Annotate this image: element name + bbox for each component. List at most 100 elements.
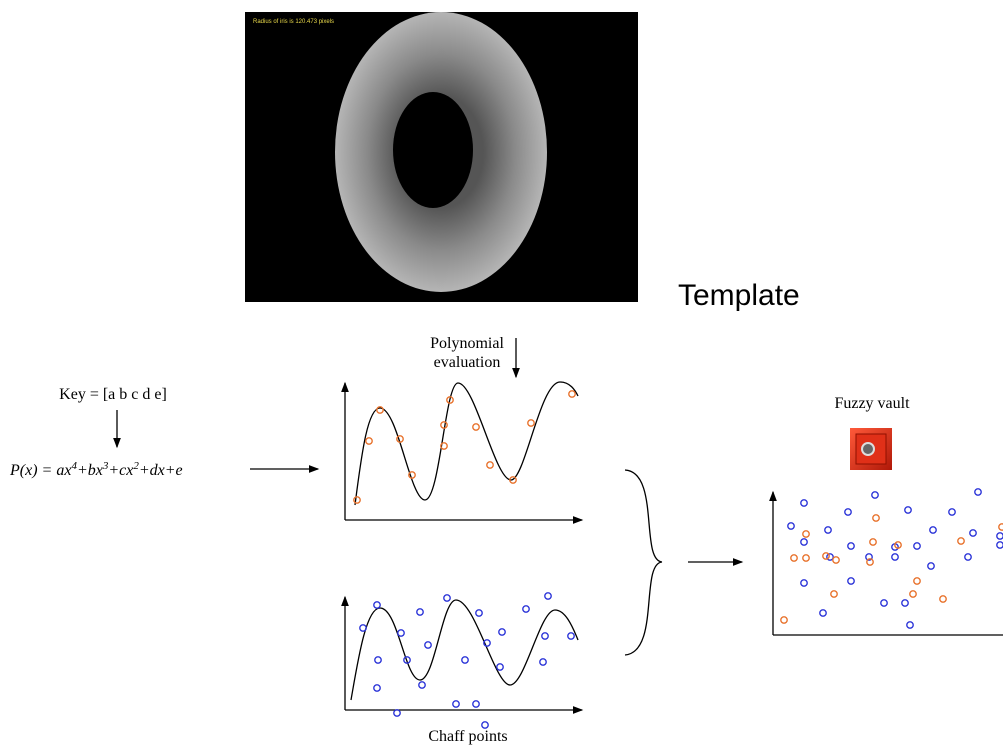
point	[496, 663, 504, 671]
point	[826, 553, 834, 561]
point	[472, 423, 480, 431]
point	[891, 553, 899, 561]
point	[906, 621, 914, 629]
point	[996, 532, 1003, 540]
point	[847, 577, 855, 585]
polynomial-curve	[354, 381, 579, 506]
point	[376, 406, 384, 414]
point	[396, 435, 404, 443]
point	[847, 542, 855, 550]
point	[939, 595, 947, 603]
point	[824, 526, 832, 534]
point	[800, 579, 808, 587]
point	[800, 538, 808, 546]
point	[527, 419, 535, 427]
point	[974, 488, 982, 496]
chaff-curve	[350, 599, 579, 701]
point	[832, 556, 840, 564]
point	[998, 523, 1003, 531]
equation: P(x) = ax4+bx3+cx2+dx+e	[9, 460, 183, 479]
point	[393, 709, 401, 717]
point	[844, 508, 852, 516]
point	[397, 629, 405, 637]
equation-part: +bx	[77, 462, 103, 479]
equation-part: +dx+e	[139, 462, 183, 479]
iris-caption: Radius of iris is 120.473 pixels	[253, 19, 334, 25]
vault-label: Fuzzy vault	[834, 395, 910, 412]
point	[475, 609, 483, 617]
point	[787, 522, 795, 530]
point	[800, 499, 808, 507]
point	[509, 476, 517, 484]
equation-part: P(x)	[9, 462, 38, 479]
point	[802, 554, 810, 562]
point	[929, 526, 937, 534]
point	[472, 700, 480, 708]
point	[440, 421, 448, 429]
point	[373, 601, 381, 609]
template-label: Template	[678, 279, 800, 312]
safe-icon	[850, 428, 892, 470]
point	[872, 514, 880, 522]
point	[374, 656, 382, 664]
point	[483, 639, 491, 647]
point	[894, 541, 902, 549]
point	[790, 554, 798, 562]
key-label: Key = [a b c d e]	[59, 386, 167, 403]
point	[866, 558, 874, 566]
point	[909, 590, 917, 598]
point	[948, 508, 956, 516]
evaluation-label: Polynomial	[430, 335, 504, 352]
point	[408, 471, 416, 479]
point	[446, 396, 454, 404]
point	[567, 632, 575, 640]
equation-part: 4	[71, 460, 77, 472]
point	[452, 700, 460, 708]
point	[443, 594, 451, 602]
equation-part: 2	[133, 460, 139, 472]
point	[403, 656, 411, 664]
point	[522, 605, 530, 613]
point	[904, 506, 912, 514]
point	[957, 537, 965, 545]
point	[541, 632, 549, 640]
point	[901, 599, 909, 607]
point	[461, 656, 469, 664]
point	[913, 542, 921, 550]
point	[568, 390, 576, 398]
equation-part: 3	[102, 460, 109, 472]
point	[373, 684, 381, 692]
point	[498, 628, 506, 636]
point	[996, 541, 1003, 549]
point	[780, 616, 788, 624]
point	[418, 681, 426, 689]
point	[365, 437, 373, 445]
point	[969, 529, 977, 537]
point	[964, 553, 972, 561]
equation-part: +cx	[108, 462, 133, 479]
point	[822, 552, 830, 560]
pupil	[393, 92, 473, 208]
point	[486, 461, 494, 469]
point	[416, 608, 424, 616]
point	[865, 553, 873, 561]
point	[927, 562, 935, 570]
equation-part: = ax	[38, 462, 72, 479]
point	[359, 624, 367, 632]
point	[819, 609, 827, 617]
point	[481, 721, 489, 729]
point	[424, 641, 432, 649]
point	[440, 442, 448, 450]
brace	[624, 469, 663, 656]
point	[830, 590, 838, 598]
point	[353, 496, 361, 504]
point	[802, 530, 810, 538]
point	[544, 592, 552, 600]
evaluation-label: evaluation	[434, 354, 501, 371]
point	[539, 658, 547, 666]
point	[913, 577, 921, 585]
point	[880, 599, 888, 607]
point	[869, 538, 877, 546]
point	[871, 491, 879, 499]
